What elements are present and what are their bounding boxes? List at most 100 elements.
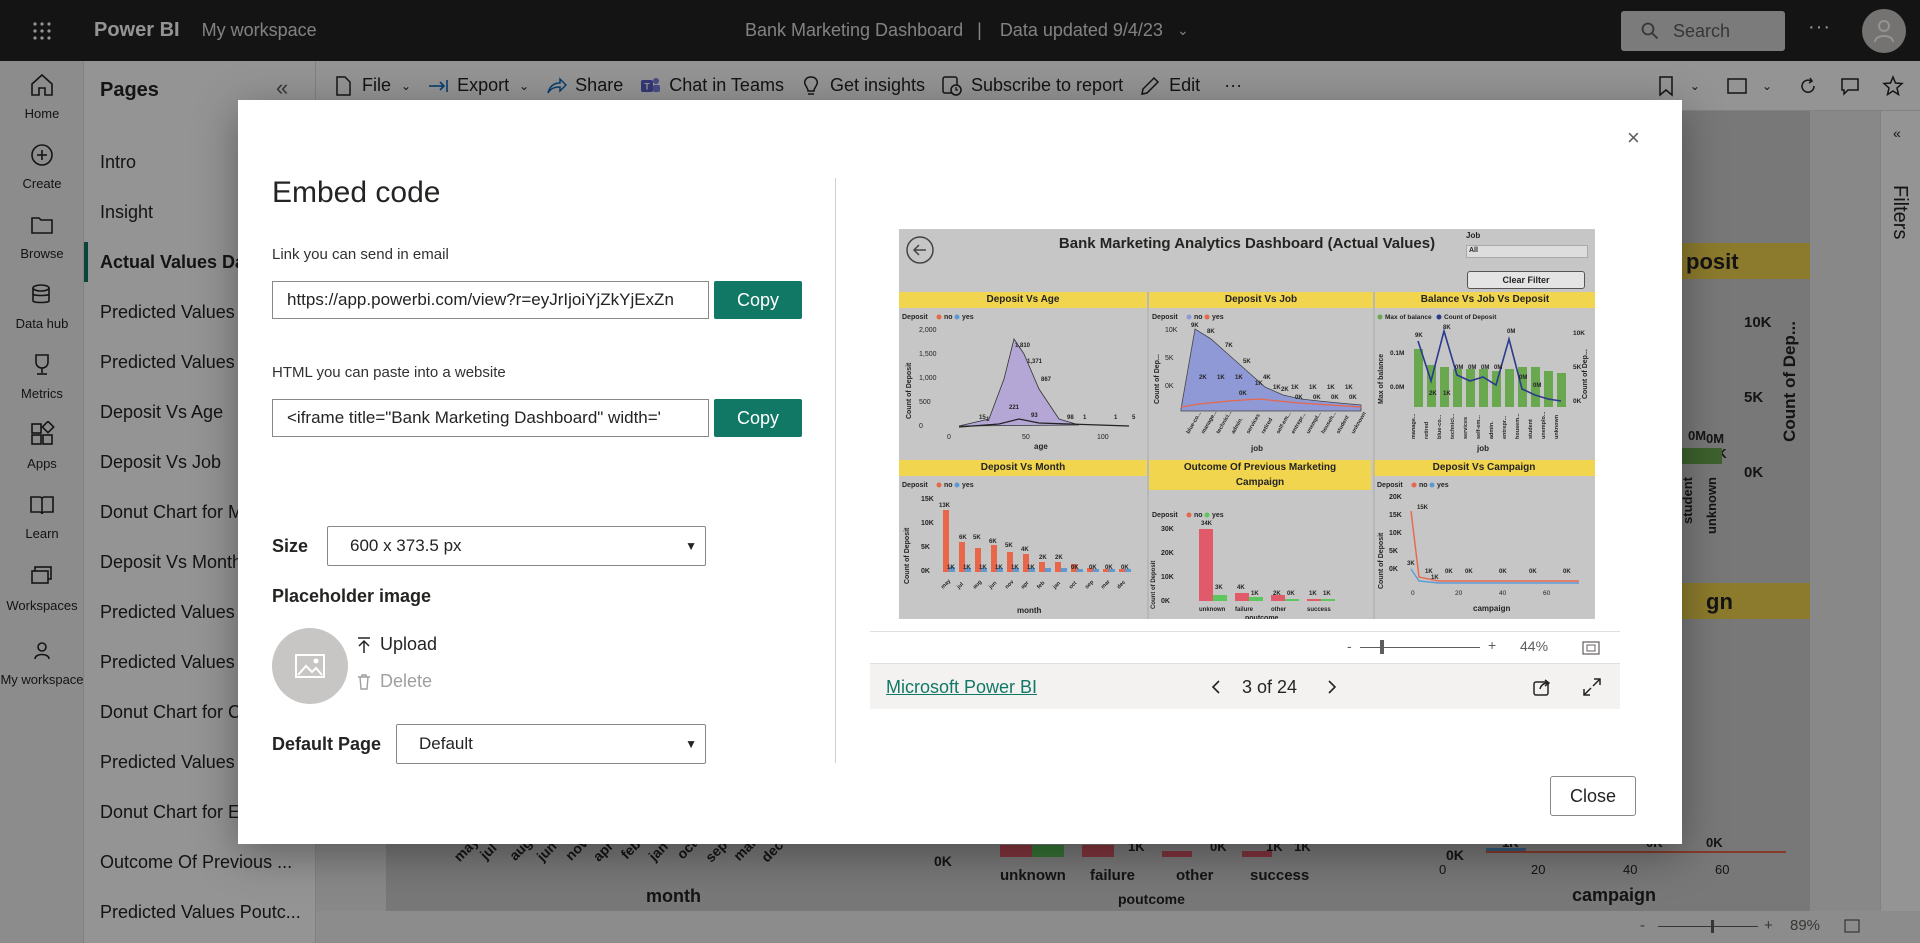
copy-link-button[interactable]: Copy [714,281,802,319]
more-options-button[interactable]: ··· [1808,16,1831,38]
nav-home[interactable]: Home [0,71,84,121]
fit-page-icon[interactable] [1844,919,1860,933]
page-item[interactable]: Predicted Values J [100,652,249,672]
bookmark-icon[interactable] [1656,75,1676,97]
nav-metrics[interactable]: Metrics [0,351,84,401]
zoom-out-button[interactable]: - [1347,638,1352,654]
job-slicer[interactable]: All [1466,245,1588,258]
page-item[interactable]: Predicted Values D [100,352,253,372]
chart-text: 0K [921,568,930,575]
chevron-left-icon[interactable] [1210,679,1222,695]
export-label: Export [457,75,510,95]
copy-html-button[interactable]: Copy [714,399,802,437]
x-axis-label: campaign [1572,885,1657,905]
page-item[interactable]: Predicted Values D [100,302,253,322]
chart-text: poutcome [1245,615,1279,619]
bar [1125,569,1131,572]
legend-no-marker [936,314,942,320]
comment-icon[interactable] [1840,76,1860,96]
nav-create[interactable]: Create [0,141,84,191]
tile-title: Deposit Vs Campaign [1373,460,1595,476]
age-line-yes [958,418,1130,428]
zoom-slider-thumb[interactable] [1380,640,1384,654]
default-page-select[interactable]: Default ▼ [396,724,706,764]
page-item[interactable]: Intro [100,152,137,172]
get-insights-button[interactable]: Get insights [800,75,925,97]
nav-workspaces[interactable]: Workspaces [0,563,84,613]
brand-name[interactable]: Power BI [94,19,180,41]
export-menu[interactable]: Export ⌄ [427,75,529,97]
insights-label: Get insights [829,75,925,95]
fit-page-icon[interactable] [1582,641,1600,655]
chart-text: blue-co... [1437,414,1443,439]
expand-filters-icon[interactable]: « [1893,125,1901,141]
collapse-pages-button[interactable]: « [276,75,289,100]
report-title-bar[interactable]: Bank Marketing Dashboard | Data updated … [745,0,1189,61]
view-icon[interactable] [1726,76,1748,96]
nav-data-hub[interactable]: Data hub [0,281,84,331]
nav-label: Workspaces [6,598,78,613]
page-item[interactable]: Deposit Vs Job [100,452,222,472]
bar [981,568,987,572]
teams-icon: T [641,77,661,92]
chart-text: 0M [1468,365,1476,371]
page-item[interactable]: Donut Chart for M [100,502,244,522]
bar [1505,369,1514,407]
page-item[interactable]: Outcome Of Previous ... [100,852,293,872]
share-icon[interactable] [1532,677,1552,697]
close-icon[interactable]: × [1627,125,1640,150]
zoom-slider[interactable] [1360,647,1480,648]
page-item[interactable]: Insight [100,202,154,222]
nav-browse[interactable]: Browse [0,211,84,261]
zoom-out-button[interactable]: - [1640,917,1645,934]
chart-text: 0K [1295,395,1303,401]
size-select[interactable]: 600 x 373.5 px ▼ [327,526,706,566]
file-menu[interactable]: File ⌄ [332,75,411,97]
back-arrow-icon[interactable] [905,235,935,265]
filters-pane[interactable] [1880,111,1920,911]
share-button[interactable]: Share [545,75,623,97]
page-item[interactable]: Donut Chart for Ec [100,802,250,822]
refresh-icon[interactable] [1798,76,1818,96]
page-item[interactable]: Predicted Values M [100,752,255,772]
zoom-slider[interactable] [1658,926,1758,927]
email-link-field[interactable]: https://app.powerbi.com/view?r=eyJrIjoiY… [272,281,709,319]
nav-apps[interactable]: Apps [0,420,84,471]
chevron-down-icon[interactable]: ⌄ [1689,79,1700,93]
chart-text: 0K [1563,569,1571,575]
zoom-in-button[interactable]: + [1488,637,1497,653]
zoom-in-button[interactable]: + [1764,917,1773,934]
legend-yes-marker [1429,482,1435,488]
subscribe-button[interactable]: Subscribe to report [941,75,1123,97]
page-item[interactable]: Predicted Values Poutc... [100,902,301,922]
fullscreen-icon[interactable] [1582,677,1602,697]
upload-button[interactable]: Upload [356,634,437,655]
close-button[interactable]: Close [1550,776,1636,816]
clear-filter-button[interactable]: Clear Filter [1467,271,1585,289]
chevron-right-icon[interactable] [1326,679,1338,695]
search-input[interactable]: Search [1621,11,1785,51]
avatar[interactable] [1862,9,1906,53]
nav-learn[interactable]: Learn [0,491,84,541]
nav-my-workspace[interactable]: My workspace [0,637,84,687]
toolbar-more-button[interactable]: ··· [1224,75,1242,96]
workspace-link[interactable]: My workspace [201,20,317,40]
delete-button[interactable]: Delete [356,671,432,692]
chart-text: 1K [1011,565,1019,571]
edit-button[interactable]: Edit [1139,75,1200,97]
favorite-icon[interactable] [1882,75,1904,97]
chart-text: Deposit [1377,482,1403,489]
page-item[interactable]: Actual Values Das [84,242,316,282]
zoom-slider-thumb[interactable] [1711,920,1714,933]
page-item[interactable]: Deposit Vs Age [100,402,224,422]
microsoft-power-bi-link[interactable]: Microsoft Power BI [886,677,1038,697]
page-item[interactable]: Predicted Values A [100,602,251,622]
chat-in-teams-button[interactable]: T Chat in Teams [639,75,784,97]
legend-balance-marker [1377,314,1383,320]
page-item[interactable]: Donut Chart for C [100,702,242,722]
app-launcher-button[interactable] [0,0,84,61]
chevron-down-icon[interactable]: ⌄ [1761,79,1772,93]
html-embed-field[interactable]: <iframe title="Bank Marketing Dashboard"… [272,399,709,437]
page-item[interactable]: Deposit Vs Month [100,552,243,572]
filters-label[interactable]: Filters [1889,185,1911,240]
